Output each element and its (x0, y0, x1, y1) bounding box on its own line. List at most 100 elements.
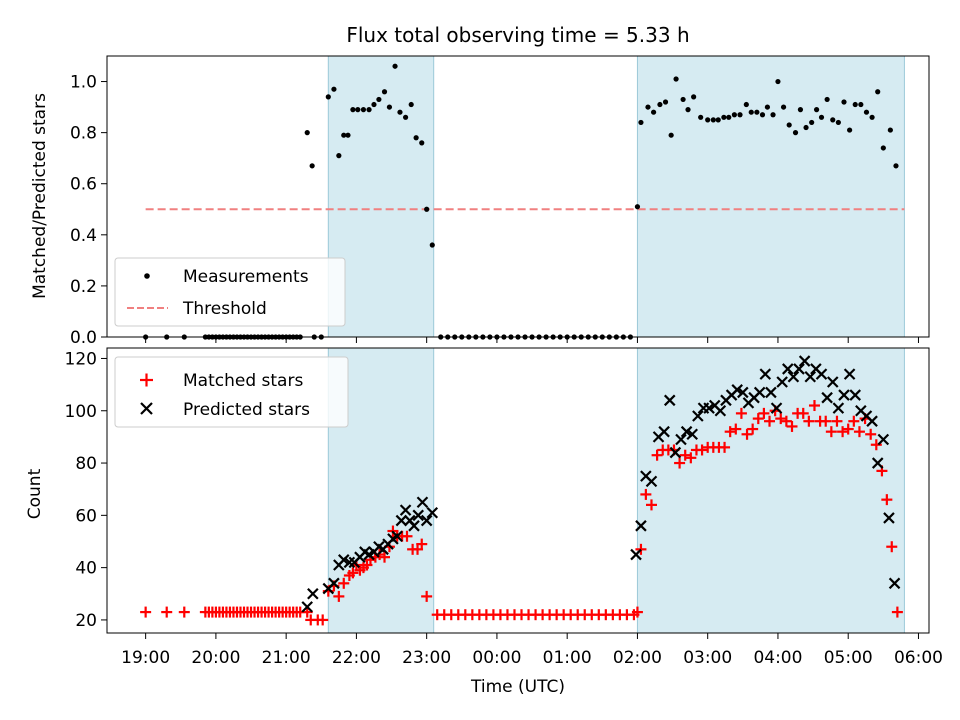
top-ytick-label: 0.0 (70, 328, 97, 348)
measurement-point (869, 114, 875, 120)
measurement-point (880, 145, 886, 151)
predicted-point (866, 415, 878, 427)
measurement-point (331, 86, 337, 92)
predicted-point (669, 446, 682, 459)
measurement-point (721, 114, 727, 120)
matched-point (764, 415, 776, 427)
predicted-point (301, 601, 314, 613)
predicted-point (675, 433, 687, 446)
measurement-point (875, 89, 881, 95)
measurement-point (424, 206, 430, 212)
matched-point (317, 614, 329, 626)
predicted-point (337, 554, 350, 566)
matched-point (178, 606, 190, 618)
predicted-point (328, 577, 340, 590)
measurement-point (419, 140, 425, 146)
xtick-label: 02:00 (613, 648, 662, 668)
predicted-point (645, 475, 658, 488)
measurement-point (366, 107, 372, 113)
predicted-point (408, 520, 420, 532)
xtick-label: 03:00 (683, 648, 732, 668)
top-ytick-label: 0.6 (70, 175, 97, 195)
predicted-point (714, 404, 727, 417)
measurement-point (748, 109, 754, 115)
measurement-point (803, 124, 809, 131)
legend-matched-marker (140, 373, 153, 387)
measurement-point (397, 109, 403, 115)
predicted-point (343, 556, 356, 569)
matched-point (140, 606, 152, 618)
bottom-legend-box (114, 356, 349, 428)
top-legend-box (114, 257, 346, 327)
matched-point (853, 426, 865, 438)
legend-measurements-label: Measurements (183, 267, 309, 287)
measurement-point (824, 96, 830, 103)
measurement-point (786, 122, 792, 128)
measurement-point (429, 242, 435, 248)
matched-point (797, 407, 809, 419)
predicted-point (776, 376, 788, 388)
matched-point (645, 499, 657, 511)
matched-point (831, 415, 843, 427)
matched-point (848, 415, 860, 427)
predicted-point (731, 384, 743, 396)
matched-point (685, 452, 697, 464)
matched-point (803, 415, 815, 427)
bottom-y-axis-label: Count (25, 468, 45, 519)
matched-point (679, 449, 691, 461)
predicted-point (630, 548, 642, 561)
top-x-ticks (145, 337, 919, 343)
measurement-point (698, 114, 704, 120)
bottom-plot-frame (106, 347, 930, 634)
top-legend: Measurements Threshold (114, 257, 346, 327)
top-ytick-label: 0.8 (70, 124, 97, 144)
measurement-point (743, 101, 749, 108)
measurement-point (402, 114, 409, 120)
xtick-label: 06:00 (894, 648, 943, 668)
measurement-point (780, 104, 787, 110)
predicted-point (416, 496, 429, 509)
measurement-point (754, 109, 760, 115)
matched-point (741, 428, 753, 440)
measurement-point (731, 112, 737, 118)
measurement-point (408, 101, 414, 108)
matched-point (870, 439, 882, 451)
measurement-point (355, 107, 361, 113)
matched-point (301, 606, 313, 618)
measurement-points (143, 63, 899, 340)
measurement-point (847, 127, 853, 133)
matched-point (747, 423, 759, 435)
matched-point (421, 590, 433, 602)
measurement-point (710, 117, 716, 123)
measurement-point (386, 104, 393, 110)
predicted-point (883, 512, 895, 524)
chart-title: Flux total observing time = 5.33 h (346, 23, 689, 47)
measurement-point (381, 89, 388, 95)
xtick-label: 22:00 (332, 648, 381, 668)
measurement-point (858, 101, 864, 108)
predicted-point (849, 389, 862, 401)
legend-predicted-marker (140, 402, 153, 415)
measurement-point (345, 132, 351, 138)
measurement-point (360, 107, 367, 113)
measurement-point (350, 107, 356, 113)
measurement-point (680, 96, 686, 103)
measurement-point (813, 107, 820, 113)
measurement-point (887, 127, 893, 133)
matched-point (724, 426, 736, 438)
measurement-point (325, 94, 331, 100)
shaded-interval (636, 55, 905, 338)
bottom-shaded-intervals (327, 347, 905, 634)
matched-point (635, 543, 647, 555)
matched-point (347, 567, 359, 579)
measurement-point (715, 117, 721, 123)
matched-point (735, 407, 747, 419)
bottom-y-ticks: 20 40 60 80 100 120 (65, 349, 107, 631)
xtick-label: 01:00 (543, 648, 592, 668)
measurement-point (341, 132, 347, 138)
shaded-interval (636, 347, 905, 634)
matched-point (820, 415, 832, 427)
bottom-legend: Matched stars Predicted stars (114, 356, 349, 428)
measurement-point (304, 130, 310, 136)
matched-point (640, 488, 652, 500)
